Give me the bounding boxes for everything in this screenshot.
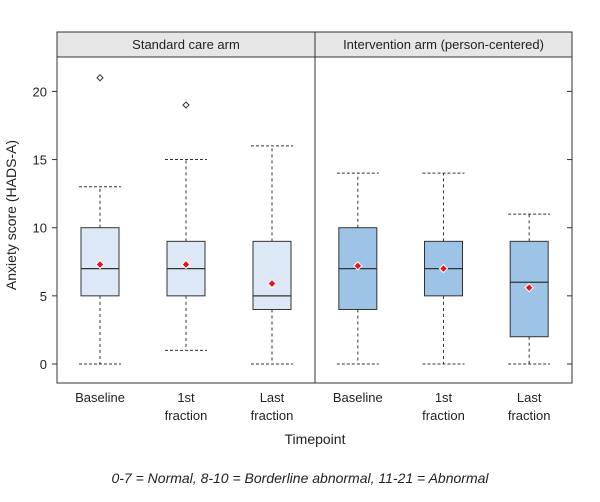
footnote: 0-7 = Normal, 8-10 = Borderline abnormal… — [111, 470, 489, 486]
mean-marker — [438, 263, 449, 274]
y-axis-title: Anxiety score (HADS-A) — [3, 140, 19, 290]
x-tick-label-line: 1st — [177, 390, 195, 405]
mean-marker — [267, 278, 277, 289]
outlier-point — [182, 101, 190, 109]
panel-strip — [56, 31, 316, 58]
box-3: Last fraction — [251, 145, 294, 423]
panel-frame — [314, 56, 573, 384]
x-axis-title: Timepoint — [285, 431, 346, 447]
mean-marker — [524, 282, 534, 293]
y-tick-label: 0 — [40, 357, 47, 372]
y-tick-label: 10 — [33, 221, 47, 236]
x-tick-label: Last fraction — [251, 390, 294, 423]
x-tick-label: Baseline — [333, 390, 383, 405]
x-tick-label-line: fraction — [251, 408, 294, 423]
x-tick-label-line: fraction — [508, 408, 551, 423]
x-tick-label: 1st fraction — [422, 390, 465, 423]
mean-marker — [95, 259, 105, 270]
panel-strip — [314, 31, 573, 58]
y-axis: 0 5 10 15 20 — [33, 84, 57, 372]
x-tick-label-line: fraction — [422, 408, 465, 423]
box-1: Baseline — [75, 74, 125, 405]
outlier-point — [96, 74, 104, 82]
mean-marker — [353, 261, 363, 271]
box-2: 1st fraction — [165, 101, 208, 423]
y-tick-label: 20 — [33, 84, 47, 99]
x-tick-label-line: Last — [260, 390, 285, 405]
y-tick-label: 5 — [40, 289, 47, 304]
x-tick-label-line: Last — [517, 390, 542, 405]
x-tick-label: Last fraction — [508, 390, 551, 423]
x-tick-label: Baseline — [75, 390, 125, 405]
box-3: Last fraction — [508, 213, 551, 423]
y-tick-label: 15 — [33, 153, 47, 168]
x-tick-label-line: fraction — [165, 408, 208, 423]
x-tick-label-line: Baseline — [333, 390, 383, 405]
box-2: 1st fraction — [422, 172, 465, 423]
x-tick-label-line: Baseline — [75, 390, 125, 405]
x-tick-label: 1st fraction — [165, 390, 208, 423]
box-iqr — [252, 240, 292, 310]
mean-marker — [181, 259, 191, 270]
x-tick-label-line: 1st — [435, 390, 453, 405]
panel-strip-label: Standard care arm — [132, 37, 240, 52]
panel-strip-label: Intervention arm (person-centered) — [343, 37, 544, 52]
panel-2: Intervention arm (person-centered) Baseli… — [314, 31, 573, 423]
box-1: Baseline — [333, 172, 383, 405]
